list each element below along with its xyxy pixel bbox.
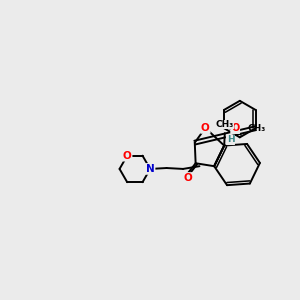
Text: N: N (146, 164, 154, 174)
Text: CH₃: CH₃ (248, 124, 266, 133)
Text: O: O (123, 151, 132, 161)
Text: O: O (231, 123, 239, 133)
Text: CH₃: CH₃ (216, 120, 234, 129)
Text: O: O (184, 173, 193, 183)
Text: H: H (227, 135, 234, 144)
Text: O: O (201, 123, 210, 133)
